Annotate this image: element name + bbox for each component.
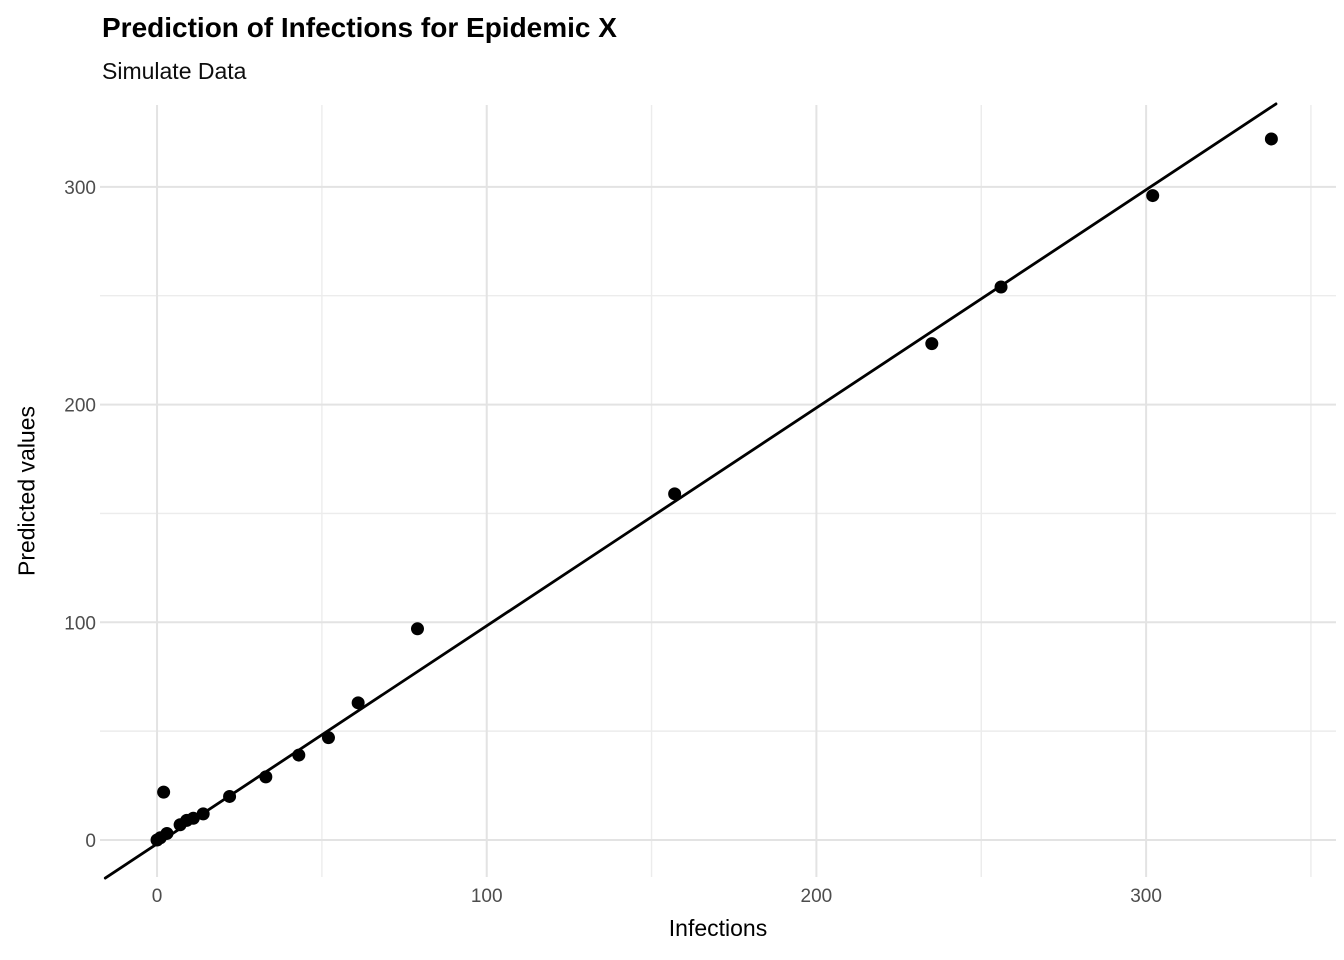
chart-title: Prediction of Infections for Epidemic X <box>102 12 617 43</box>
y-axis-title: Predicted values <box>13 405 40 577</box>
data-point <box>292 748 306 762</box>
data-point <box>410 622 424 636</box>
data-point <box>186 811 200 825</box>
x-tick-label: 200 <box>801 886 833 907</box>
x-tick-label: 0 <box>152 886 163 907</box>
fit-line <box>103 102 1278 880</box>
y-tick-label: 200 <box>64 396 96 417</box>
chart-subtitle: Simulate Data <box>102 58 247 84</box>
data-point <box>223 789 237 803</box>
data-point <box>157 785 171 799</box>
y-tick-label: 300 <box>64 178 96 199</box>
data-point <box>1146 189 1160 203</box>
x-tick-label: 300 <box>1130 886 1162 907</box>
data-point <box>1264 132 1278 146</box>
x-axis-title: Infections <box>668 915 768 941</box>
y-tick-label: 0 <box>85 831 96 852</box>
y-tick-label: 100 <box>64 613 96 634</box>
data-point <box>321 731 335 745</box>
data-point <box>668 487 682 501</box>
data-point <box>994 280 1008 294</box>
data-point <box>259 770 273 784</box>
data-point <box>925 337 939 351</box>
data-point <box>160 826 174 840</box>
data-point <box>351 696 365 710</box>
x-tick-label: 100 <box>471 886 503 907</box>
data-point <box>196 807 210 821</box>
